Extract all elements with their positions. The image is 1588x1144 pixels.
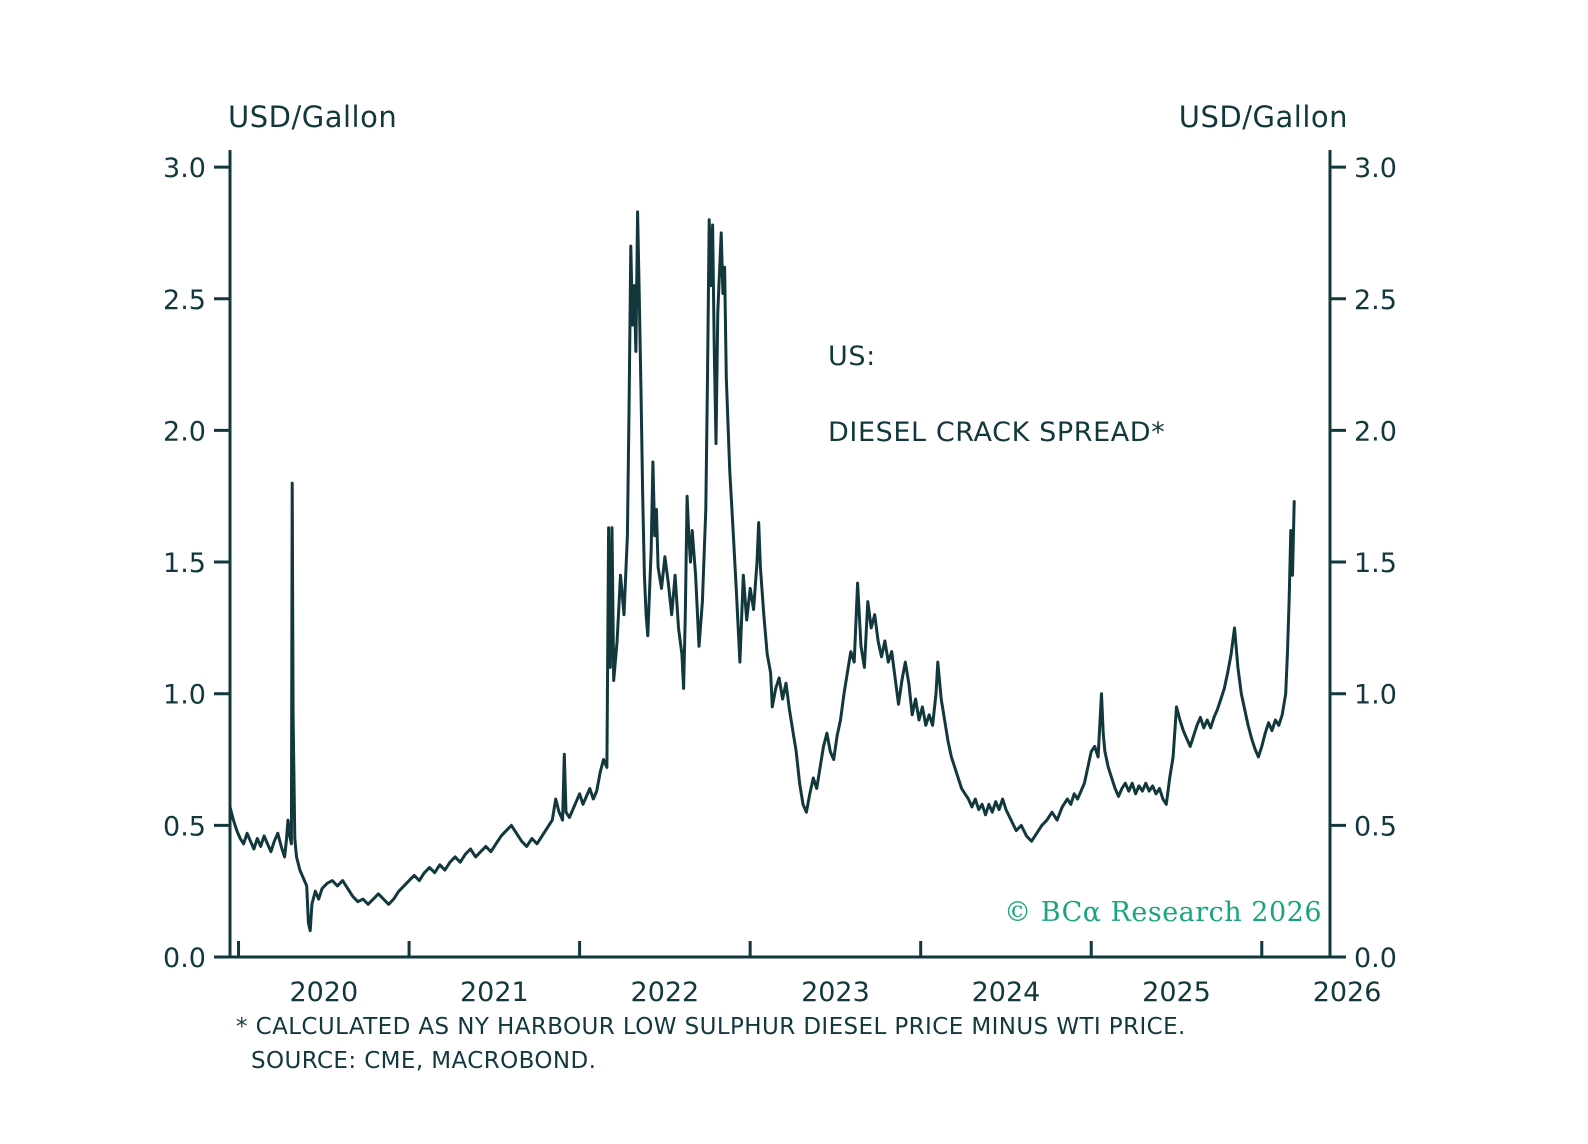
footnote: * CALCULATED AS NY HARBOUR LOW SULPHUR D… (236, 1010, 1186, 1078)
x-year-label: 2022 (631, 977, 700, 1008)
brand-watermark: © BCα Research 2026 (1004, 897, 1322, 928)
x-year-label: 2021 (460, 977, 529, 1008)
y-tick-label-left: 2.5 (163, 285, 206, 316)
footnote-source: SOURCE: CME, MACROBOND. (251, 1048, 597, 1074)
y-tick-label-right: 3.0 (1354, 153, 1397, 184)
x-year-label: 2023 (801, 977, 870, 1008)
y-tick-label-right: 1.0 (1354, 680, 1397, 711)
y-tick-label-left: 1.5 (163, 548, 206, 579)
y-tick-label-left: 3.0 (163, 153, 206, 184)
y-axis-title-right: USD/Gallon (1178, 100, 1348, 134)
footnote-calculation: * CALCULATED AS NY HARBOUR LOW SULPHUR D… (236, 1014, 1186, 1040)
y-tick-label-right: 2.0 (1354, 416, 1397, 447)
y-tick-label-right: 2.5 (1354, 285, 1397, 316)
y-tick-label-right: 0.0 (1354, 943, 1397, 974)
x-year-label: 2024 (972, 977, 1041, 1008)
y-tick-label-left: 2.0 (163, 416, 206, 447)
y-tick-label-left: 1.0 (163, 680, 206, 711)
x-year-label: 2025 (1142, 977, 1211, 1008)
y-tick-label-right: 0.5 (1354, 811, 1397, 842)
series-annotation: US: DIESEL CRACK SPREAD* (828, 300, 1165, 490)
x-year-label: 2026 (1313, 977, 1382, 1008)
axis-frame (228, 150, 1332, 959)
annotation-line-1: US: (828, 341, 876, 372)
y-tick-label-left: 0.0 (163, 943, 206, 974)
y-tick-label-right: 1.5 (1354, 548, 1397, 579)
series-line (228, 210, 1296, 933)
x-year-label: 2020 (289, 977, 358, 1008)
y-tick-label-left: 0.5 (163, 811, 206, 842)
y-axis-title-left: USD/Gallon (228, 100, 398, 134)
annotation-line-2: DIESEL CRACK SPREAD* (828, 417, 1166, 448)
